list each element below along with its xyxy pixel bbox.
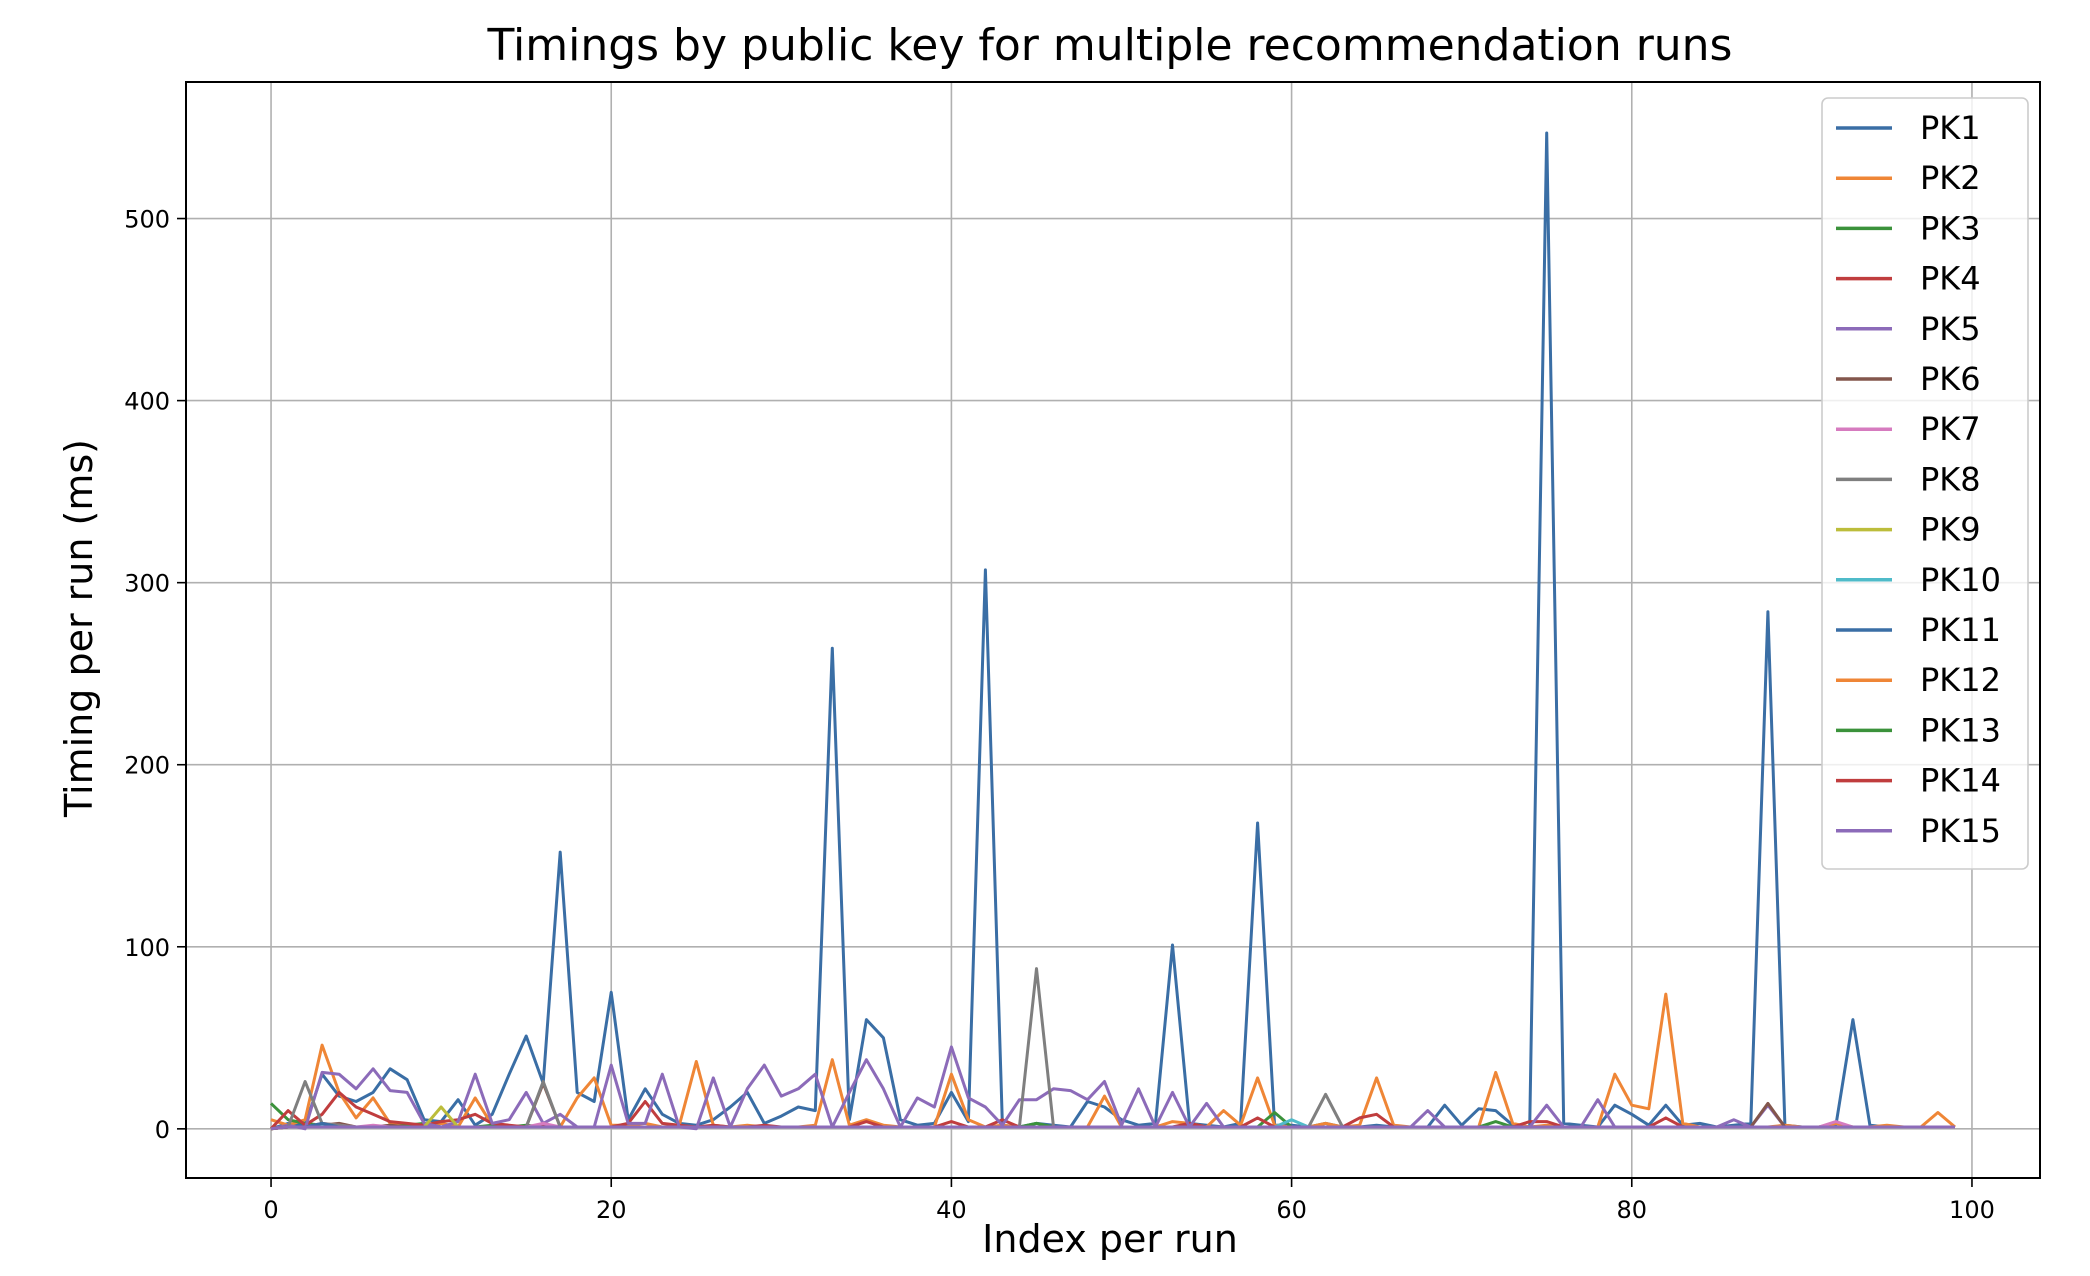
chart-title: Timings by public key for multiple recom…: [487, 20, 1733, 71]
grid: [186, 82, 2040, 1178]
x-tick-label: 80: [1617, 1196, 1648, 1224]
legend-label-pk12: PK12: [1920, 661, 2001, 699]
y-tick-label: 500: [124, 206, 170, 234]
legend-label-pk7: PK7: [1920, 410, 1981, 448]
legend-label-pk11: PK11: [1920, 611, 2001, 649]
y-tick-label: 300: [124, 570, 170, 598]
legend-box: [1821, 97, 2029, 870]
legend-label-pk4: PK4: [1920, 260, 1981, 298]
y-axis-label: Timing per run (ms): [57, 439, 101, 818]
y-tick-label: 400: [124, 388, 170, 416]
y-tick-label: 0: [155, 1116, 170, 1144]
series-lines: [269, 131, 1956, 1131]
x-tick-label: 40: [936, 1196, 967, 1224]
legend-label-pk8: PK8: [1920, 460, 1981, 498]
legend-label-pk10: PK10: [1920, 561, 2001, 599]
legend-label-pk2: PK2: [1920, 159, 1981, 197]
y-tick-label: 100: [124, 934, 170, 962]
legend: PK1 PK2 PK3 PK4 PK5 PK6 PK7 PK8 PK9 PK10 PK11 PK12 P…: [1821, 97, 2029, 870]
axis-ticks: 0 20 40 60 80 100 0 100 200 300 400 500: [124, 206, 1995, 1224]
legend-label-pk6: PK6: [1920, 360, 1981, 398]
plot-frame: [185, 81, 2041, 1179]
series-line-pk15: [270, 1125, 1955, 1131]
x-tick-label: 0: [263, 1196, 278, 1224]
legend-label-pk1: PK1: [1920, 109, 1981, 147]
x-axis-label: Index per run: [982, 1217, 1238, 1261]
legend-label-pk9: PK9: [1920, 511, 1981, 549]
legend-label-pk3: PK3: [1920, 209, 1981, 247]
x-tick-label: 100: [1949, 1196, 1995, 1224]
legend-label-pk15: PK15: [1920, 812, 2001, 850]
x-tick-label: 60: [1276, 1196, 1307, 1224]
x-tick-label: 20: [596, 1196, 627, 1224]
legend-label-pk13: PK13: [1920, 711, 2001, 749]
legend-label-pk5: PK5: [1920, 310, 1981, 348]
y-tick-label: 200: [124, 752, 170, 780]
legend-label-pk14: PK14: [1920, 762, 2001, 800]
